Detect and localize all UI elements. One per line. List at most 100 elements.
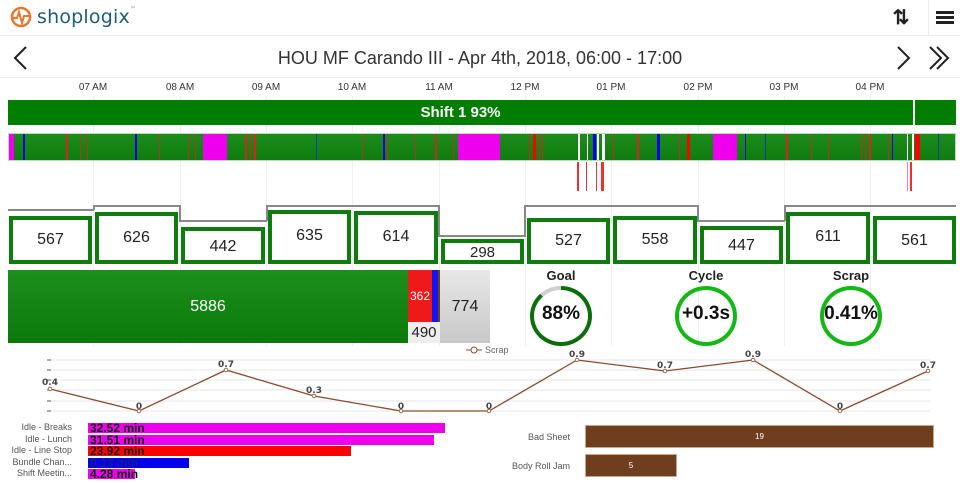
double-chevron-right-icon: [929, 46, 950, 70]
sort-icon[interactable]: ⇅: [892, 7, 910, 29]
state-gap: [578, 134, 580, 160]
remaining-segment[interactable]: 774: [440, 270, 490, 343]
state-line-stop: [250, 134, 251, 160]
downtime-bar[interactable]: [88, 435, 434, 445]
state-line-stop: [869, 134, 871, 160]
state-line-stop: [861, 134, 862, 160]
machine-state-timeline[interactable]: [8, 133, 956, 161]
hamburger-icon-line: [936, 16, 954, 19]
grid-line: [93, 96, 94, 346]
previous-button[interactable]: [6, 41, 36, 75]
downtime-bar[interactable]: [88, 469, 135, 479]
scrap-reason-label: Body Roll Jam: [511, 461, 570, 471]
state-line-stop: [865, 134, 866, 160]
scrap-segment[interactable]: [438, 270, 440, 322]
time-tick: 12 PM: [510, 82, 540, 93]
downtime-reason-row[interactable]: Idle - Breaks 32.52 min: [0, 421, 460, 435]
scrap-reason-bar[interactable]: 19: [585, 425, 934, 448]
state-line-stop: [254, 134, 256, 160]
logo[interactable]: shoplogix™: [10, 6, 136, 28]
cycle-ring: +0.3s: [675, 286, 737, 346]
scrap-event-marker[interactable]: [596, 162, 597, 191]
target-line: [438, 235, 526, 237]
state-changeover: [23, 134, 25, 160]
legend-marker-icon: [466, 346, 482, 354]
state-line-stop: [245, 134, 247, 160]
hourly-count-box[interactable]: 626: [95, 212, 178, 264]
state-line-stop: [66, 134, 68, 160]
next-button[interactable]: [888, 41, 918, 75]
state-changeover: [135, 134, 137, 160]
hourly-count-box[interactable]: 447: [700, 226, 783, 264]
cycle-kpi[interactable]: Cycle +0.3s: [656, 268, 756, 346]
scrap-event-marker[interactable]: [601, 162, 604, 191]
state-gap: [587, 134, 588, 160]
downtime-reason-row[interactable]: Idle - Line Stop 23.92 min: [0, 444, 460, 458]
scrap-event-marker[interactable]: [586, 162, 587, 191]
state-line-stop: [637, 134, 639, 160]
scrap-event-marker[interactable]: [577, 162, 579, 191]
state-line-stop: [87, 134, 88, 160]
kpi-value: 0.41%: [824, 303, 878, 324]
below-target-segment[interactable]: 490: [408, 322, 440, 343]
data-label: 0.7: [920, 361, 936, 371]
state-line-stop: [786, 134, 788, 160]
downtime-reason-row[interactable]: Idle - Lunch 31.51 min: [0, 433, 460, 447]
hourly-count-box[interactable]: 527: [527, 218, 610, 264]
state-line-stop: [188, 134, 189, 160]
downtime-value: 4.28 min: [90, 467, 139, 481]
scrap-kpi[interactable]: Scrap 0.41%: [801, 268, 901, 346]
shift-efficiency-bar[interactable]: Shift 1 93%: [8, 100, 956, 125]
downtime-segment[interactable]: 362: [408, 270, 432, 322]
data-label: 0: [398, 402, 404, 412]
downtime-bar[interactable]: [88, 423, 445, 433]
hourly-count-box[interactable]: 442: [181, 227, 265, 264]
scrap-line-chart[interactable]: 0.4 0 0.7 0.3 0 0 0.9 0.7 0.9 0 0.7: [0, 343, 960, 417]
state-idle: [203, 134, 227, 160]
downtime-value: 9.23 min: [90, 456, 139, 470]
scrap-event-marker[interactable]: [910, 162, 912, 191]
state-gap: [907, 134, 908, 160]
state-line-stop: [888, 134, 889, 160]
jump-to-latest-button[interactable]: [924, 41, 954, 75]
kpi-value: 88%: [541, 303, 581, 324]
scrap-reason-bar[interactable]: 5: [585, 454, 677, 477]
scrap-event-marker[interactable]: [907, 162, 908, 191]
hourly-count-box[interactable]: 614: [354, 211, 438, 264]
downtime-reason-row[interactable]: Bundle Chan... 9.23 min: [0, 456, 460, 470]
time-tick: 01 PM: [596, 82, 626, 93]
hourly-count-box[interactable]: 558: [613, 216, 697, 264]
grid-line: [352, 96, 353, 346]
hourly-count-box[interactable]: 298: [441, 239, 524, 264]
target-line: [524, 205, 698, 207]
hamburger-menu-button[interactable]: [928, 0, 960, 36]
logo-text: shoplogix™: [37, 6, 137, 28]
downtime-value: 23.92 min: [90, 444, 145, 458]
hourly-count-box[interactable]: 561: [873, 216, 956, 264]
downtime-bar[interactable]: [88, 446, 351, 456]
state-line-stop: [362, 134, 363, 160]
target-line: [179, 220, 267, 222]
goal-kpi[interactable]: Goal 88%: [511, 268, 611, 346]
changeover-segment[interactable]: [432, 270, 438, 322]
target-line: [266, 205, 440, 207]
data-label: 0: [837, 402, 843, 412]
state-changeover: [745, 134, 746, 160]
kpi-label: Scrap: [832, 268, 870, 283]
state-changeover: [383, 134, 385, 160]
target-line: [697, 205, 699, 221]
state-line-stop: [679, 134, 680, 160]
hourly-count-box[interactable]: 567: [9, 216, 92, 264]
state-line-stop: [915, 134, 920, 160]
downtime-bar[interactable]: [88, 458, 189, 468]
hourly-count-box[interactable]: 611: [786, 212, 870, 264]
hourly-count-box[interactable]: 635: [268, 210, 351, 264]
state-idle: [458, 134, 500, 160]
kpi-value: +0.3s: [681, 303, 731, 324]
downtime-reason-row[interactable]: Shift Meetin... 4.28 min: [0, 467, 460, 481]
good-parts-segment[interactable]: 5886: [8, 270, 408, 343]
chart-legend[interactable]: Scrap: [466, 345, 509, 355]
state-line-stop: [828, 134, 829, 160]
grid-line: [611, 96, 612, 346]
target-line: [784, 205, 786, 221]
